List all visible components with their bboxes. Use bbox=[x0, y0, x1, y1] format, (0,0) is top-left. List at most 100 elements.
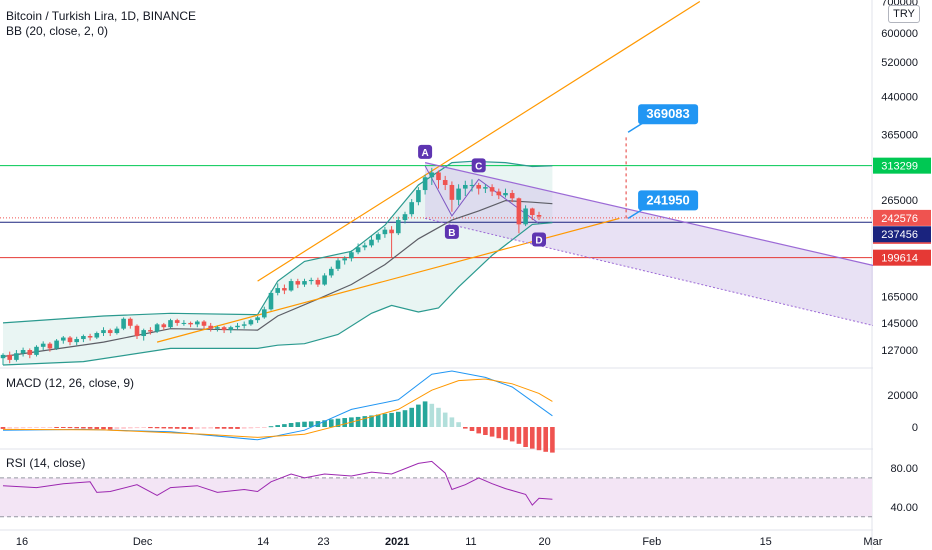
candle[interactable] bbox=[402, 214, 408, 221]
channel-top-line[interactable] bbox=[424, 162, 875, 267]
pattern-point-b[interactable]: B bbox=[444, 224, 459, 239]
candle[interactable] bbox=[101, 330, 106, 334]
candle[interactable] bbox=[449, 184, 455, 200]
pattern-point-c[interactable]: C bbox=[471, 158, 486, 173]
candle[interactable] bbox=[154, 324, 160, 332]
candle[interactable] bbox=[375, 234, 381, 240]
candle[interactable] bbox=[302, 281, 307, 285]
candle[interactable] bbox=[107, 330, 113, 334]
candle[interactable] bbox=[215, 327, 220, 329]
candle[interactable] bbox=[362, 245, 368, 248]
candle[interactable] bbox=[503, 193, 508, 196]
candle[interactable] bbox=[262, 309, 267, 318]
candle[interactable] bbox=[94, 333, 100, 338]
candle[interactable] bbox=[463, 184, 468, 189]
candle[interactable] bbox=[509, 193, 515, 199]
price-callout[interactable]: 241950 bbox=[627, 190, 699, 220]
candle[interactable] bbox=[355, 247, 361, 253]
candle[interactable] bbox=[489, 187, 495, 192]
candle[interactable] bbox=[275, 288, 280, 293]
candle[interactable] bbox=[523, 208, 528, 225]
candle[interactable] bbox=[530, 208, 535, 216]
candle[interactable] bbox=[282, 288, 287, 291]
candle[interactable] bbox=[349, 252, 354, 259]
candle[interactable] bbox=[161, 324, 167, 328]
macd-histogram-bar bbox=[422, 401, 428, 427]
candle[interactable] bbox=[469, 184, 475, 186]
candle[interactable] bbox=[335, 260, 341, 269]
candle[interactable] bbox=[496, 191, 502, 196]
macd-histogram-bar bbox=[530, 427, 535, 449]
abcd-pattern-line bbox=[424, 165, 540, 224]
candle[interactable] bbox=[168, 320, 173, 328]
candle[interactable] bbox=[536, 215, 542, 217]
candle[interactable] bbox=[442, 180, 448, 185]
candle[interactable] bbox=[436, 172, 441, 181]
macd-histogram-bar bbox=[87, 427, 93, 429]
price-tick-label: 520000 bbox=[881, 57, 918, 69]
candle[interactable] bbox=[422, 177, 428, 191]
candle[interactable] bbox=[188, 322, 193, 325]
pattern-point-a[interactable]: A bbox=[418, 144, 433, 159]
candle[interactable] bbox=[456, 188, 461, 200]
candle[interactable] bbox=[315, 279, 321, 285]
candle[interactable] bbox=[7, 354, 12, 360]
candle[interactable] bbox=[0, 354, 6, 359]
candle[interactable] bbox=[429, 172, 435, 178]
candle[interactable] bbox=[516, 198, 522, 225]
candle[interactable] bbox=[308, 279, 314, 282]
candle[interactable] bbox=[20, 350, 26, 354]
candle[interactable] bbox=[476, 184, 481, 189]
candle[interactable] bbox=[81, 336, 86, 340]
channel-bottom-line[interactable] bbox=[424, 217, 875, 327]
candle[interactable] bbox=[255, 317, 260, 321]
candle[interactable] bbox=[268, 292, 274, 310]
price-callout[interactable]: 369083 bbox=[627, 104, 699, 133]
candle[interactable] bbox=[389, 229, 394, 234]
candle[interactable] bbox=[87, 336, 93, 338]
candle[interactable] bbox=[14, 353, 19, 360]
candle[interactable] bbox=[61, 337, 66, 341]
candle[interactable] bbox=[174, 320, 180, 323]
currency-button[interactable]: TRY bbox=[888, 5, 920, 23]
candle[interactable] bbox=[114, 328, 120, 334]
candle[interactable] bbox=[34, 346, 39, 355]
candle[interactable] bbox=[121, 318, 126, 329]
candle[interactable] bbox=[228, 327, 234, 331]
candle[interactable] bbox=[248, 320, 254, 325]
callout-label: 241950 bbox=[646, 192, 689, 207]
time-tick-label: 23 bbox=[317, 536, 329, 548]
callout-box bbox=[638, 190, 699, 211]
candle[interactable] bbox=[54, 340, 59, 349]
pattern-point-d[interactable]: D bbox=[532, 232, 546, 247]
candle[interactable] bbox=[295, 281, 301, 285]
candle[interactable] bbox=[67, 337, 73, 343]
candle[interactable] bbox=[195, 321, 200, 325]
candle[interactable] bbox=[148, 330, 153, 332]
candle[interactable] bbox=[134, 325, 140, 337]
candle[interactable] bbox=[128, 318, 133, 326]
candle[interactable] bbox=[241, 324, 247, 326]
candle[interactable] bbox=[47, 343, 53, 349]
candle[interactable] bbox=[288, 281, 294, 291]
candle[interactable] bbox=[382, 229, 388, 235]
candle[interactable] bbox=[369, 239, 374, 246]
candle[interactable] bbox=[235, 325, 240, 328]
candle[interactable] bbox=[74, 339, 79, 343]
candle[interactable] bbox=[396, 220, 401, 234]
candle[interactable] bbox=[40, 343, 46, 347]
candle[interactable] bbox=[221, 327, 227, 331]
candle[interactable] bbox=[409, 202, 414, 215]
candle[interactable] bbox=[329, 268, 334, 276]
candle[interactable] bbox=[141, 330, 146, 337]
trend-line-upper[interactable] bbox=[257, 1, 701, 282]
candle[interactable] bbox=[201, 321, 207, 326]
candle[interactable] bbox=[322, 275, 327, 285]
candle[interactable] bbox=[342, 258, 347, 261]
candle[interactable] bbox=[208, 325, 213, 329]
candle[interactable] bbox=[483, 187, 488, 189]
candle[interactable] bbox=[27, 350, 33, 355]
candle[interactable] bbox=[181, 322, 187, 324]
candle[interactable] bbox=[416, 190, 421, 203]
